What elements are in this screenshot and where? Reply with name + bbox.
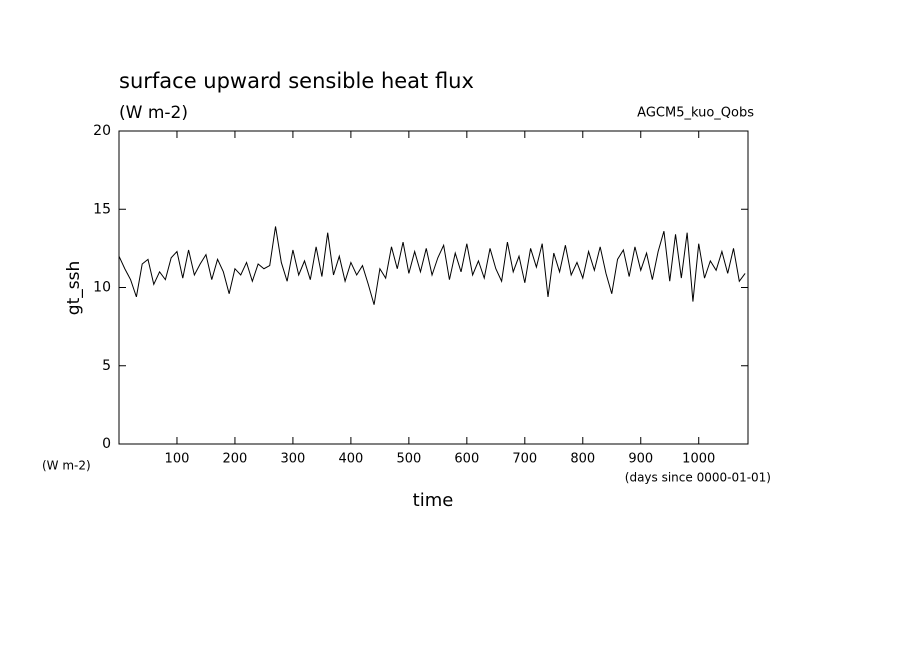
- y-axis-label: gt_ssh: [64, 261, 84, 315]
- y-tick-label: 0: [102, 436, 111, 452]
- y-tick-label: 10: [93, 280, 111, 296]
- chart-title: surface upward sensible heat flux: [119, 69, 474, 93]
- chart-subtitle: (W m-2): [119, 103, 188, 123]
- x-tick-label: 300: [281, 452, 306, 467]
- plot-frame: [118, 130, 749, 445]
- x-tick-label: 800: [570, 452, 595, 467]
- x-tick-label: 900: [628, 452, 653, 467]
- x-tick-label: 1000: [682, 452, 715, 467]
- x-axis-label: time: [413, 490, 454, 511]
- y-unit: (W m-2): [42, 459, 91, 473]
- annotation: AGCM5_kuo_Qobs: [637, 106, 754, 121]
- x-tick-label: 100: [165, 452, 190, 467]
- x-unit: (days since 0000-01-01): [625, 471, 771, 485]
- x-tick-label: 200: [223, 452, 248, 467]
- data-line: [118, 226, 746, 305]
- x-tick-label: 500: [396, 452, 421, 467]
- x-tick-label: 700: [512, 452, 537, 467]
- x-tick-label: 600: [454, 452, 479, 467]
- y-tick-label: 20: [93, 123, 111, 139]
- y-tick-label: 5: [102, 358, 111, 374]
- y-tick-label: 15: [93, 201, 111, 217]
- x-tick-label: 400: [338, 452, 363, 467]
